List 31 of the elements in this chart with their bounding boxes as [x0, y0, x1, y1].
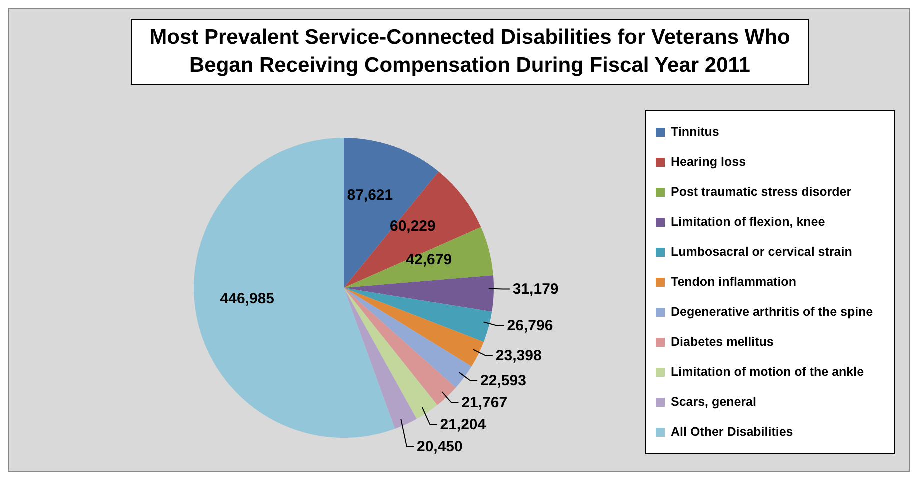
pie-slice [344, 275, 494, 312]
data-label: 60,229 [390, 218, 436, 236]
pie-slice [344, 288, 472, 388]
data-label: 21,767 [462, 394, 508, 412]
data-label: 20,450 [416, 438, 463, 456]
legend-label: Scars, general [671, 395, 756, 409]
data-label: 87,621 [347, 186, 394, 204]
legend-label: Limitation of flexion, knee [671, 215, 826, 229]
legend-label: Lumbosacral or cervical strain [671, 245, 852, 259]
data-label: 22,593 [480, 372, 526, 390]
pie-slice [344, 288, 492, 342]
legend-label: Hearing loss [671, 155, 746, 169]
data-label: 26,796 [507, 317, 554, 334]
pie-slice [344, 172, 482, 288]
legend-label: All Other Disabilities [671, 425, 794, 439]
data-label: 21,204 [440, 416, 487, 434]
chart-title: Most Prevalent Service-Connected Disabilities for Veterans Who Began Receiving Compensation During Fiscal Year 2011 [131, 19, 809, 85]
pie-slice [344, 288, 456, 406]
legend-label: Post traumatic stress disorder [671, 185, 852, 199]
legend-label: Limitation of motion of the ankle [671, 365, 864, 379]
legend-label: Degenerative arthritis of the spine [671, 305, 874, 319]
legend-label: Diabetes mellitus [671, 335, 774, 349]
data-label: 446,985 [220, 290, 275, 308]
data-label: 42,679 [406, 251, 452, 268]
pie-slice [344, 288, 484, 367]
data-label: 31,179 [512, 280, 559, 298]
legend-label: Tendon inflammation [671, 275, 796, 289]
pie-slice [344, 288, 438, 420]
pie-slice [344, 288, 417, 430]
data-label: 23,398 [496, 347, 542, 364]
legend-label: Tinnitus [671, 125, 720, 139]
